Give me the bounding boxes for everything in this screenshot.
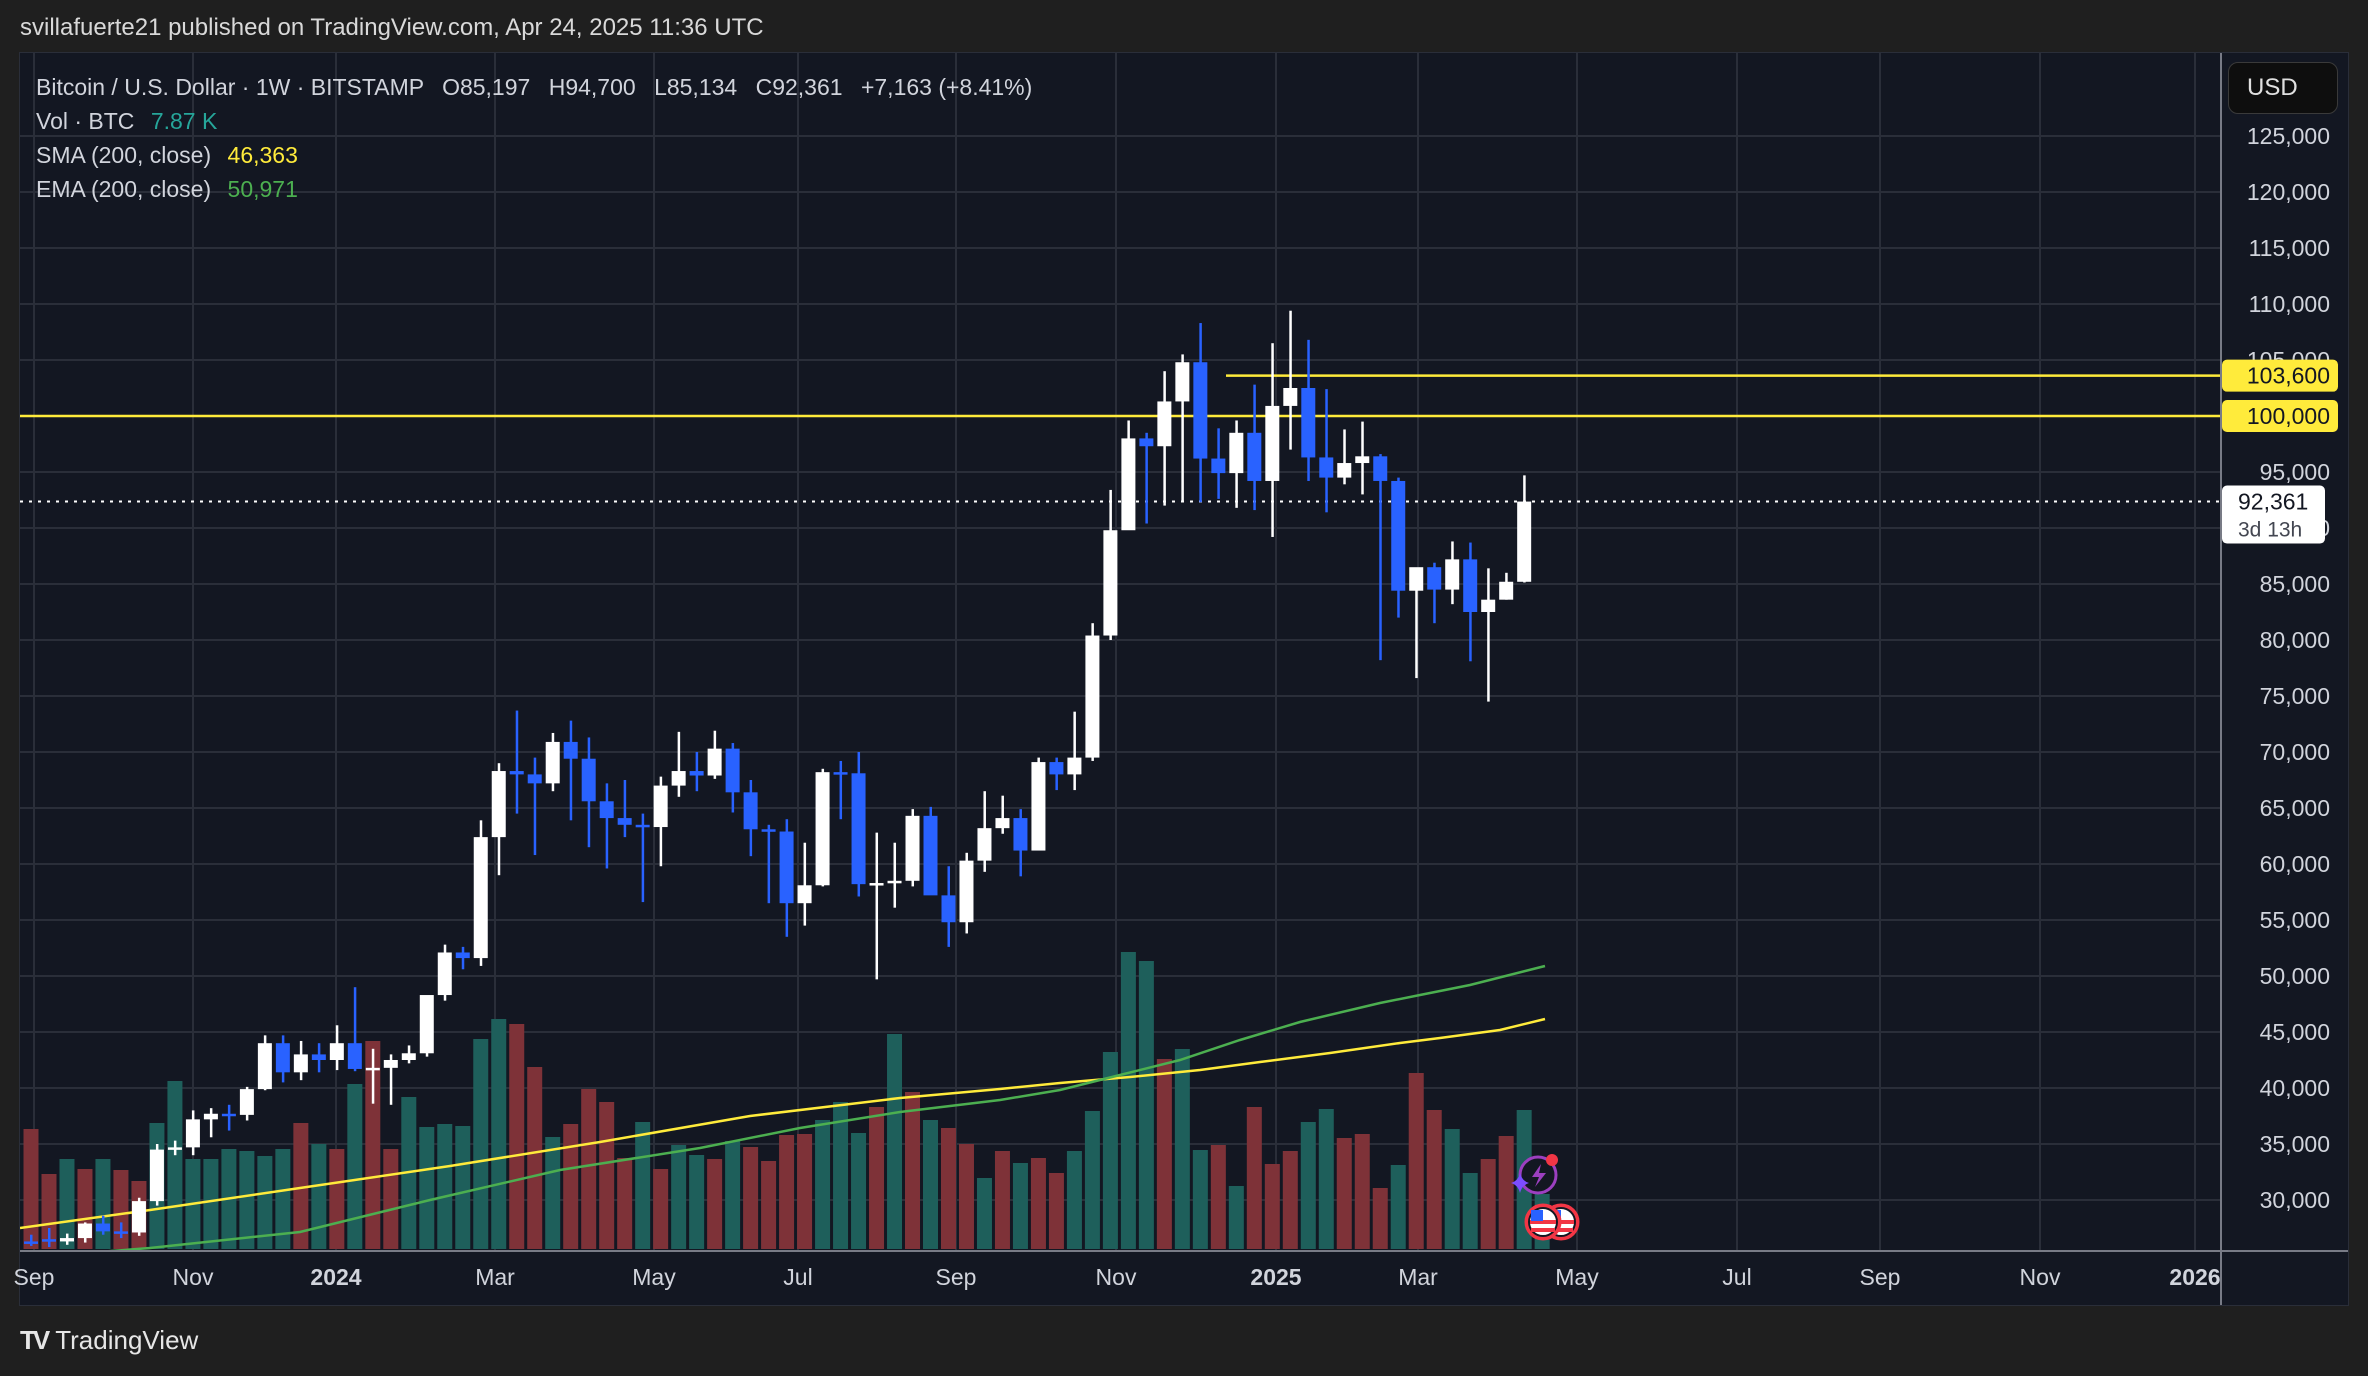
sma-label: SMA (200, close) [36,142,212,168]
ema-line[interactable] [20,964,1546,1258]
close-value: C92,361 [755,74,843,100]
sma-line[interactable] [20,1017,1546,1230]
time-tick-label: May [1555,1264,1599,1290]
sma-value: 46,363 [227,142,298,168]
change-value: +7,163 (+8.41%) [860,74,1033,100]
price-tick-label: 70,000 [2260,739,2330,765]
time-tick-label: Jul [1722,1264,1751,1290]
publication-header: svillafuerte21 published on TradingView.… [20,14,764,41]
price-tick-label: 115,000 [2249,235,2330,261]
price-tick-label: 30,000 [2260,1187,2330,1213]
low-value: L85,134 [654,74,738,100]
symbol-legend-row[interactable]: Bitcoin / U.S. Dollar · 1W · BITSTAMP O8… [36,70,1032,104]
price-tick-label: 40,000 [2260,1075,2330,1101]
volume-legend-row[interactable]: Vol · BTC 7.87 K [36,104,1032,138]
volume-value: 7.87 K [150,108,218,134]
time-tick-label: Nov [2020,1264,2061,1290]
price-tick-label: 75,000 [2260,683,2330,709]
time-tick-label: Jul [783,1264,812,1290]
tradingview-logo[interactable]: TV TradingView [20,1325,198,1356]
price-tick-label: 80,000 [2260,627,2330,653]
us-flag-icon[interactable] [1524,1203,1580,1241]
time-tick-label: Sep [14,1264,55,1290]
time-tick-label: 2024 [310,1264,361,1290]
volume-bars [23,952,1550,1249]
sma-legend-row[interactable]: SMA (200, close) 46,363 [36,138,1032,172]
price-tick-label: 120,000 [2247,179,2330,205]
level-price-tag [2222,359,2338,392]
price-tick-label: 110,000 [2249,291,2330,317]
price-tick-label: 50,000 [2260,963,2330,989]
svg-text:92,361: 92,361 [2238,489,2308,515]
ema-label: EMA (200, close) [36,176,212,202]
lightning-sparkle-icon[interactable] [1511,1154,1558,1195]
time-tick-label: Sep [936,1264,977,1290]
price-tick-label: 95,000 [2260,459,2330,485]
price-tick-label: 55,000 [2260,907,2330,933]
price-tick-label: 65,000 [2260,795,2330,821]
svg-text:3d 13h: 3d 13h [2238,519,2302,542]
tradingview-logo-icon: TV [20,1325,50,1355]
time-tick-label: 2026 [2169,1264,2220,1290]
current-price-tag [2222,485,2325,544]
high-value: H94,700 [548,74,636,100]
price-tick-label: 45,000 [2260,1019,2330,1045]
svg-text:100,000: 100,000 [2247,403,2330,429]
time-tick-label: Mar [475,1264,515,1290]
currency-button[interactable]: USD [2228,62,2338,114]
price-tick-label: 85,000 [2260,571,2330,597]
time-tick-label: Nov [173,1264,214,1290]
candlesticks[interactable] [24,310,1532,1248]
svg-text:103,600: 103,600 [2247,363,2330,389]
time-tick-label: May [632,1264,676,1290]
chart-legend: Bitcoin / U.S. Dollar · 1W · BITSTAMP O8… [36,70,1032,206]
volume-label: Vol · BTC [36,108,135,134]
price-axis[interactable]: 30,000 35,000 40,000 45,000 50,000 55,000 60,0… [2222,123,2338,1213]
price-tick-label: 125,000 [2247,123,2330,149]
time-tick-label: Nov [1096,1264,1137,1290]
symbol-title[interactable]: Bitcoin / U.S. Dollar · 1W · BITSTAMP [36,74,424,100]
level-price-tag [2222,400,2338,432]
grid-lines [20,53,2221,1251]
time-tick-label: Mar [1398,1264,1438,1290]
open-value: O85,197 [442,74,531,100]
time-tick-label: Sep [1860,1264,1901,1290]
price-tick-label: 35,000 [2260,1131,2330,1157]
time-tick-label: 2025 [1250,1264,1301,1290]
price-tick-label: 60,000 [2260,851,2330,877]
tradingview-brand-text: TradingView [55,1325,199,1355]
ema-value: 50,971 [227,176,298,202]
time-axis[interactable]: Sep Nov 2024 Mar May Jul Sep Nov 2025 Mar May Jul Se… [14,1264,2221,1290]
ema-legend-row[interactable]: EMA (200, close) 50,971 [36,172,1032,206]
